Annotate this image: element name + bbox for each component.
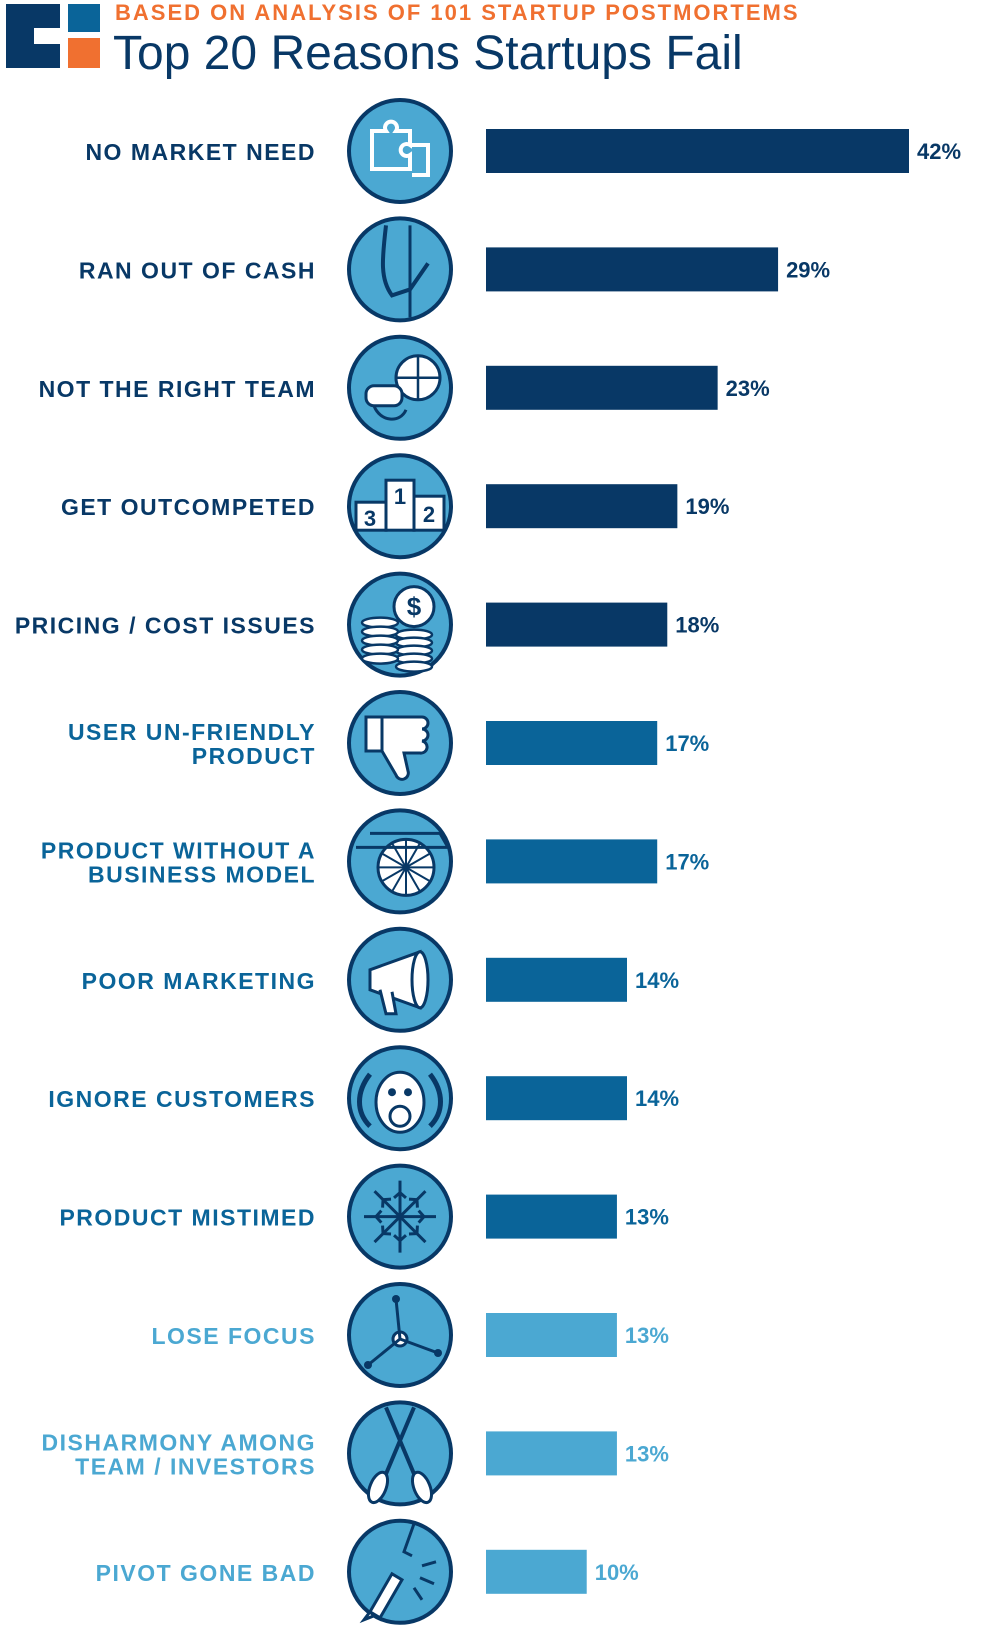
chart-title: Top 20 Reasons Startups Fail: [113, 27, 743, 80]
bar: [486, 839, 658, 884]
svg-text:3: 3: [364, 506, 376, 531]
value-label: 17%: [665, 849, 709, 874]
category-label: PRODUCT WITHOUT A: [41, 837, 316, 863]
value-label: 13%: [625, 1441, 669, 1466]
svg-text:2: 2: [423, 502, 435, 527]
bar: [486, 484, 678, 529]
svg-text:$: $: [407, 592, 422, 622]
category-label: TEAM / INVESTORS: [75, 1453, 316, 1479]
category-label: GET OUTCOMPETED: [61, 494, 316, 520]
category-label: NOT THE RIGHT TEAM: [39, 376, 316, 402]
diver-globe-icon: [347, 334, 453, 441]
coins-dollar-icon: $: [347, 571, 453, 678]
bar: [486, 1549, 587, 1594]
value-label: 18%: [675, 613, 719, 638]
category-label: USER UN-FRIENDLY: [68, 719, 316, 745]
crossed-oars-icon: [347, 1400, 453, 1507]
category-label: PRODUCT: [192, 743, 316, 769]
value-label: 14%: [635, 1086, 679, 1111]
category-label: PRICING / COST ISSUES: [15, 613, 316, 639]
category-label: BUSINESS MODEL: [88, 861, 316, 887]
category-label: NO MARKET NEED: [85, 139, 316, 165]
logo: [6, 4, 100, 68]
bar: [486, 1431, 617, 1476]
monkey-cover-ears-icon: [347, 1045, 453, 1152]
bar: [486, 129, 909, 173]
bar: [486, 1313, 617, 1357]
value-label: 19%: [685, 494, 729, 519]
value-label: 14%: [635, 968, 679, 993]
bar: [486, 1076, 627, 1121]
bar: [486, 957, 627, 1002]
puzzle-icon: [347, 98, 453, 204]
podium-icon: 13 2: [347, 453, 453, 560]
value-label: 29%: [786, 257, 830, 282]
bar: [486, 721, 658, 765]
category-label: LOSE FOCUS: [151, 1323, 316, 1349]
value-label: 13%: [625, 1205, 669, 1230]
cart-wheel-icon: [347, 808, 453, 915]
category-label: PRODUCT MISTIMED: [59, 1205, 316, 1231]
snowflake-icon: [347, 1163, 453, 1270]
category-label: POOR MARKETING: [82, 968, 316, 994]
value-label: 10%: [595, 1560, 639, 1585]
scatter-arrows-icon: [347, 1282, 453, 1388]
category-label: IGNORE CUSTOMERS: [48, 1086, 316, 1112]
category-label: DISHARMONY AMONG: [42, 1429, 316, 1455]
bar: [486, 247, 779, 292]
turned-out-pocket-icon: [347, 216, 453, 323]
value-label: 13%: [625, 1323, 669, 1348]
value-label: 17%: [665, 731, 709, 756]
chart-subtitle: BASED ON ANALYSIS OF 101 STARTUP POSTMOR…: [115, 0, 800, 25]
bar: [486, 602, 668, 647]
value-label: 23%: [726, 376, 770, 401]
broken-pencil-icon: [347, 1518, 453, 1625]
value-label: 42%: [917, 139, 961, 164]
category-label: PIVOT GONE BAD: [96, 1560, 316, 1586]
category-label: RAN OUT OF CASH: [79, 257, 316, 283]
bar: [486, 1194, 617, 1239]
megaphone-icon: [347, 926, 453, 1033]
thumbs-down-icon: [347, 690, 453, 796]
bar: [486, 365, 718, 410]
svg-text:1: 1: [394, 484, 406, 509]
